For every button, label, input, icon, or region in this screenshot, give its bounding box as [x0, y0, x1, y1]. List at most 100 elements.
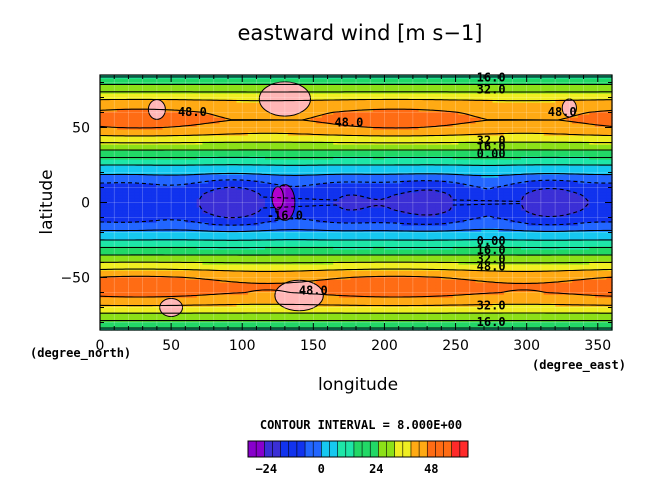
contour-cell: [543, 243, 551, 247]
contour-cell: [264, 327, 272, 331]
contour-cell: [264, 174, 272, 178]
contour-cell: [367, 189, 374, 193]
contour-cell: [555, 249, 562, 253]
contour-cell: [600, 249, 607, 253]
contour-cell: [168, 171, 175, 175]
contour-cell: [117, 219, 124, 223]
contour-cell: [549, 309, 556, 313]
contour-cell: [549, 171, 556, 175]
contour-cell: [515, 249, 522, 253]
contour-cell: [282, 309, 289, 313]
contour-cell: [162, 252, 169, 256]
contour-cell: [566, 258, 573, 262]
contour-cell: [429, 168, 437, 172]
contour-cell: [520, 186, 528, 190]
contour-cell: [390, 249, 397, 253]
contour-cell: [452, 219, 459, 223]
contour-cell: [606, 270, 613, 274]
contour-cell: [168, 318, 175, 322]
contour-cell: [577, 270, 585, 274]
contour-cell: [122, 306, 130, 310]
contour-cell: [162, 327, 169, 331]
contour-cell: [560, 273, 568, 277]
contour-cell: [122, 195, 130, 199]
contour-cell: [179, 192, 186, 196]
contour-cell: [213, 306, 221, 310]
contour-cell: [543, 327, 551, 331]
contour-cell: [185, 219, 192, 223]
contour-cell: [304, 222, 312, 226]
contour-cell: [572, 225, 579, 229]
contour-cell: [304, 189, 312, 193]
contour-cell: [310, 189, 317, 193]
contour-cell: [236, 231, 243, 235]
contour-cell: [378, 213, 386, 217]
contour-cell: [264, 219, 272, 223]
contour-cell: [173, 168, 181, 172]
contour-cell: [566, 180, 573, 184]
contour-cell: [128, 288, 135, 292]
contour-cell: [367, 309, 374, 313]
contour-cell: [520, 306, 528, 310]
contour-cell: [230, 231, 238, 235]
contour-cell: [378, 270, 386, 274]
contour-cell: [384, 186, 391, 190]
contour-cell: [168, 180, 175, 184]
contour-cell: [134, 288, 141, 292]
contour-cell: [316, 231, 323, 235]
contour-cell: [384, 177, 391, 181]
contour-cell: [356, 201, 363, 205]
contour-cell: [168, 186, 175, 190]
contour-cell: [435, 234, 442, 238]
contour-cell: [441, 204, 448, 208]
contour-cell: [173, 201, 181, 205]
contour-cell: [435, 225, 442, 229]
contour-cell: [122, 174, 130, 178]
contour-cell: [185, 165, 192, 169]
contour-cell: [185, 231, 192, 235]
contour-cell: [304, 198, 312, 202]
contour-cell: [338, 267, 346, 271]
contour-cell: [481, 276, 488, 280]
contour-cell: [310, 249, 317, 253]
contour-cell: [100, 183, 107, 187]
contour-cell: [600, 297, 607, 301]
contour-cell: [225, 234, 232, 238]
contour-cell: [225, 270, 232, 274]
contour-cell: [259, 201, 266, 205]
contour-cell: [555, 225, 562, 229]
contour-cell: [526, 168, 533, 172]
contour-cell: [492, 168, 499, 172]
contour-cell: [247, 234, 255, 238]
contour-cell: [128, 276, 135, 280]
contour-cell: [264, 198, 272, 202]
contour-cell: [316, 318, 323, 322]
contour-cell: [526, 174, 533, 178]
contour-cell: [390, 300, 397, 304]
contour-cell: [156, 186, 164, 190]
contour-cell: [492, 207, 499, 211]
contour-cell: [179, 309, 186, 313]
contour-cell: [503, 291, 511, 295]
contour-cell: [526, 327, 533, 331]
contour-cell: [179, 186, 186, 190]
contour-cell: [327, 186, 334, 190]
contour-cell: [236, 258, 243, 262]
contour-cell: [373, 258, 380, 262]
contour-cell: [390, 210, 397, 214]
contour-cell: [111, 162, 118, 166]
contour-cell: [549, 327, 556, 331]
contour-cell: [606, 177, 613, 181]
contour-cell: [128, 243, 135, 247]
contour-cell: [424, 186, 431, 190]
contour-cell: [179, 243, 186, 247]
contour-cell: [145, 231, 152, 235]
contour-cell: [378, 192, 386, 196]
contour-cell: [191, 249, 198, 253]
contour-cell: [100, 297, 107, 301]
contour-cell: [566, 282, 573, 286]
contour-cell: [469, 270, 477, 274]
contour-cell: [390, 258, 397, 262]
contour-cell: [429, 270, 437, 274]
contour-cell: [139, 183, 147, 187]
